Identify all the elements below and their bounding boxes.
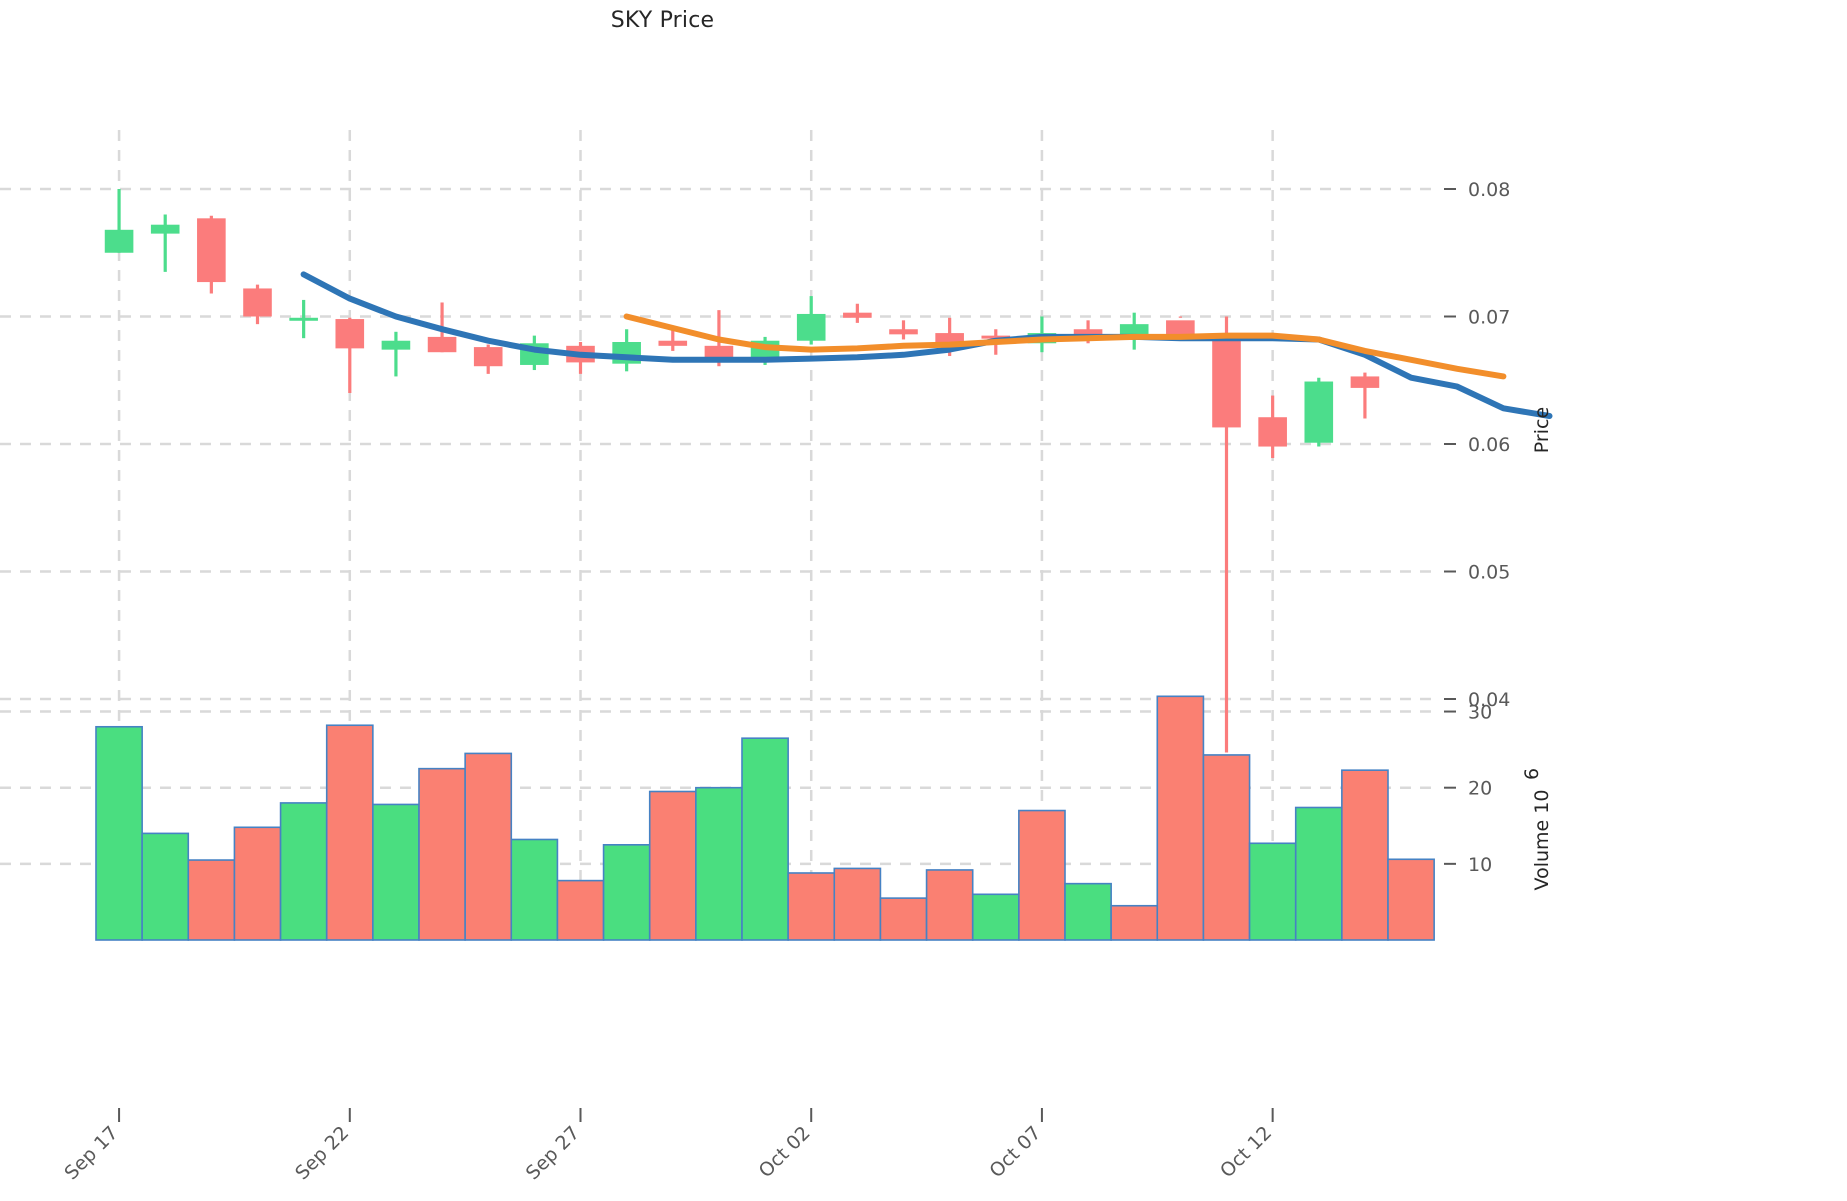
volume-bar (648, 790, 697, 941)
candle-body (889, 329, 918, 335)
candle-body (335, 319, 365, 349)
candle-body (289, 317, 318, 321)
x-tick-label: Oct 12 (1216, 1122, 1276, 1182)
candle-body (981, 335, 1011, 339)
price-tick-label: 0.05 (1468, 562, 1510, 584)
volume-bar (741, 737, 789, 941)
volume-bar (325, 724, 374, 941)
volume-tick-label: 10 (1468, 854, 1492, 876)
candle-body (1119, 324, 1149, 337)
price-tick-label: 0.04 (1468, 689, 1510, 711)
candle-body (1212, 338, 1241, 428)
volume-bar (1064, 882, 1112, 941)
chart-title: SKY Price (610, 8, 715, 33)
volume-bar (833, 867, 882, 941)
svg-text:Volume 10: Volume 10 (1531, 790, 1553, 891)
volume-bar (372, 803, 420, 941)
svg-text:6: 6 (1521, 768, 1543, 780)
volume-tick-label: 20 (1468, 778, 1492, 800)
grid-lines (0, 130, 1438, 940)
volume-bar (925, 869, 974, 941)
x-tick-label: Sep 27 (522, 1122, 584, 1184)
volume-bar (187, 859, 236, 941)
volume-bar (1110, 904, 1159, 941)
candle-body (935, 333, 964, 345)
volume-bar (556, 879, 605, 941)
volume-bar (510, 838, 559, 941)
volume-bar (1202, 754, 1251, 941)
candle-body (704, 345, 734, 358)
candle-body (796, 313, 826, 341)
price-tick-label: 0.06 (1468, 434, 1510, 456)
candlesticks (104, 189, 1380, 753)
candle-body (843, 312, 872, 318)
candle-body (150, 224, 180, 234)
volume-bar (1341, 769, 1389, 941)
volume-bar (971, 893, 1020, 941)
volume-bar (233, 826, 282, 941)
price-tick-label: 0.07 (1468, 307, 1510, 329)
candle-body (243, 288, 272, 317)
candle-body (1350, 376, 1380, 388)
volume-bars (95, 695, 1435, 941)
volume-bar (1294, 806, 1343, 941)
volume-bar (1387, 858, 1435, 941)
volume-bar (602, 844, 651, 941)
candle-body (381, 340, 411, 350)
volume-bar (695, 786, 743, 941)
x-tick-label: Oct 07 (985, 1122, 1045, 1182)
candle-body (1166, 320, 1195, 337)
volume-bar (279, 802, 328, 941)
moving-average-lines (300, 271, 1553, 419)
candle-body (1073, 329, 1103, 337)
candle-body (427, 336, 457, 353)
x-tick-label: Sep 22 (291, 1122, 353, 1184)
volume-bar (95, 725, 143, 941)
candle-body (473, 347, 503, 367)
price-axis-title: Price (1531, 407, 1553, 453)
candle-body (197, 218, 226, 283)
x-axis: Sep 17 Sep 22 Sep 27 Oct 02 Oct 07 Oct 12 (60, 1108, 1276, 1184)
candle-body (658, 340, 688, 346)
ma-line-ma_short (623, 313, 1507, 380)
x-tick-label: Sep 17 (60, 1122, 122, 1184)
candle-body (1258, 417, 1287, 447)
candle-body (1304, 381, 1334, 443)
volume-bar (879, 897, 928, 941)
volume-axis-title: Volume 10 6 (1521, 768, 1553, 891)
volume-bar (464, 752, 513, 941)
volume-bar (1156, 695, 1205, 941)
volume-bar (1248, 842, 1297, 941)
volume-bar (418, 767, 466, 941)
candle-body (104, 229, 134, 253)
volume-bar (787, 872, 836, 941)
x-tick-label: Oct 02 (755, 1122, 815, 1182)
price-tick-label: 0.08 (1468, 179, 1510, 201)
volume-bar (1018, 809, 1066, 941)
volume-bar (141, 832, 190, 941)
volume-tick-label: 30 (1468, 702, 1492, 724)
